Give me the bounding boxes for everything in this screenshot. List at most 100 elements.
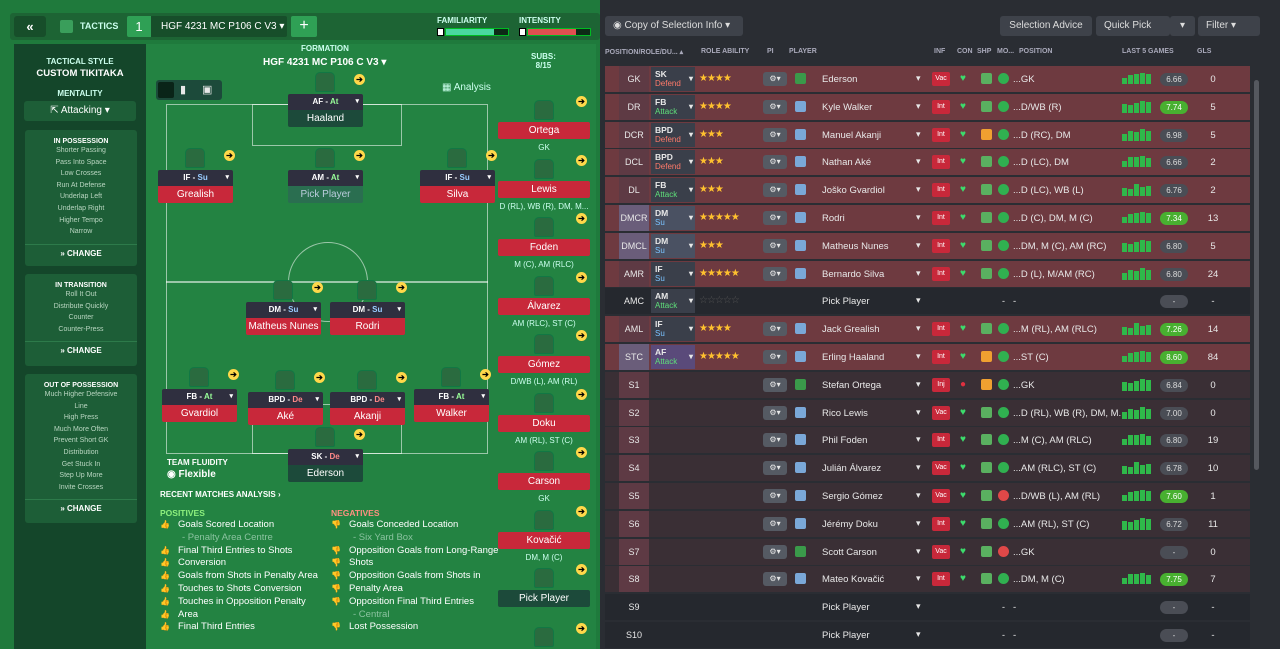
info-icon[interactable]: ▣ (202, 84, 213, 96)
player-instructions-icon[interactable]: ⚙▾ (763, 405, 787, 420)
player-name[interactable]: Phil Foden (822, 435, 868, 447)
player-name[interactable]: Mateo Kovačić (822, 574, 885, 586)
table-row[interactable]: S3 ⚙▾ Phil Foden ▾ Int ♥ ...M (C), AM (RLC) 6.8… (605, 427, 1250, 454)
in-possession-change-button[interactable]: » CHANGE (25, 243, 137, 258)
player-name[interactable]: Sergio Gómez (822, 491, 883, 502)
row-role-selector[interactable]: DM Su ▾ (651, 233, 695, 258)
sub-name[interactable]: Carson (498, 473, 590, 490)
player-instructions-icon[interactable]: ⚙▾ (763, 266, 787, 281)
role-selector[interactable]: BPD - De ▾ (248, 392, 323, 408)
role-selector[interactable]: DM - Su ▾ (246, 302, 321, 318)
player-name[interactable]: Grealish (158, 186, 233, 203)
instruction-arrow-icon[interactable]: ➔ (312, 282, 323, 293)
player-instructions-icon[interactable]: ⚙▾ (763, 322, 787, 337)
player-instructions-icon[interactable]: ⚙▾ (763, 238, 787, 253)
player-name[interactable]: Haaland (288, 110, 363, 127)
instruction-arrow-icon[interactable]: ➔ (224, 150, 235, 161)
role-selector[interactable]: AM - At ▾ (288, 170, 363, 186)
copy-selection-dropdown[interactable]: ◉ Copy of Selection Info ▾ (605, 16, 743, 36)
style-value[interactable]: CUSTOM TIKITAKA (36, 68, 124, 79)
table-row[interactable]: S2 ⚙▾ Rico Lewis ▾ Vac ♥ ...D (RL), WB (R), DM… (605, 399, 1250, 426)
row-role-selector[interactable]: FB Attack ▾ (651, 94, 695, 119)
role-selector[interactable]: BPD - De ▾ (330, 392, 405, 408)
sub-name[interactable]: Álvarez (498, 297, 590, 315)
player-name[interactable]: Erling Haaland (822, 352, 885, 363)
player-slot[interactable]: FB - At ▾ Gvardiol ➔ (162, 367, 239, 422)
player-name[interactable]: Pick Player (288, 186, 363, 203)
table-scrollbar[interactable] (1254, 80, 1259, 470)
player-instructions-icon[interactable]: ⚙▾ (763, 127, 787, 142)
familiarity-meter[interactable]: FAMILIARITY (437, 16, 509, 40)
header-position[interactable]: POSITION (1019, 48, 1053, 55)
player-slot[interactable]: FB - At ▾ Walker ➔ (414, 367, 491, 422)
table-row[interactable]: S4 ⚙▾ Julián Álvarez ▾ Vac ♥ ...AM (RLC), ST (… (605, 455, 1250, 482)
table-row[interactable]: AMC AM Attack ▾ ☆☆☆☆☆ Pick Player ▾ - - - - (605, 288, 1250, 315)
sub-name[interactable]: Gómez (498, 356, 590, 373)
instruction-arrow-icon[interactable]: ➔ (576, 96, 587, 107)
table-row[interactable]: S10 Pick Player ▾ - - - - (605, 622, 1250, 648)
player-name[interactable]: Rico Lewis (822, 407, 868, 419)
out-possession-change-button[interactable]: » CHANGE (25, 499, 137, 513)
player-instructions-icon[interactable]: ⚙▾ (763, 516, 787, 531)
sub-slot[interactable]: Carson GK ➔ (498, 447, 590, 503)
quick-pick-button[interactable]: Quick Pick (1096, 16, 1170, 36)
sub-slot[interactable]: Kovačić DM, M (C) ➔ (498, 505, 590, 562)
instruction-arrow-icon[interactable]: ➔ (314, 372, 325, 383)
selection-advice-button[interactable]: Selection Advice (1000, 16, 1092, 36)
player-slot[interactable]: AM - At ▾ Pick Player ➔ (288, 148, 365, 203)
instruction-arrow-icon[interactable]: ➔ (576, 505, 587, 517)
table-row[interactable]: S8 ⚙▾ Mateo Kovačić ▾ Int ♥ ...DM, M (C) 7.75 7 (605, 566, 1250, 593)
table-row[interactable]: DL FB Attack ▾ ★★★ ⚙▾ Joško Gvardiol ▾ Int ♥ ...D … (605, 177, 1250, 204)
player-instructions-icon[interactable]: ⚙▾ (763, 72, 787, 86)
filter-dropdown[interactable]: Filter ▾ (1198, 16, 1260, 36)
player-slot[interactable]: BPD - De ▾ Akanji ➔ (330, 370, 407, 425)
player-name[interactable]: Pick Player (822, 602, 870, 614)
player-slot[interactable]: DM - Su ▾ Rodri ➔ (330, 280, 407, 335)
player-slot[interactable]: IF - Su ▾ Silva ➔ (420, 148, 497, 203)
instruction-arrow-icon[interactable]: ➔ (576, 564, 587, 575)
sub-slot[interactable]: Gómez D/WB (L), AM (RL) ➔ (498, 330, 590, 386)
player-view-icon[interactable] (158, 82, 174, 98)
row-role-selector[interactable]: SK Defend ▾ (651, 67, 695, 91)
header-gls[interactable]: GLS (1197, 48, 1212, 55)
player-instructions-icon[interactable]: ⚙▾ (763, 572, 787, 587)
player-name[interactable]: Aké (248, 408, 323, 425)
player-instructions-icon[interactable]: ⚙▾ (763, 350, 787, 364)
player-instructions-icon[interactable]: ⚙▾ (763, 377, 787, 392)
player-name[interactable]: Walker (414, 405, 489, 422)
header-player[interactable]: PLAYER (789, 48, 817, 55)
instruction-arrow-icon[interactable]: ➔ (576, 213, 587, 224)
instruction-arrow-icon[interactable]: ➔ (576, 622, 587, 634)
tactic-slot-number[interactable]: 1 (127, 16, 151, 37)
sub-name[interactable]: Pick Player (498, 590, 590, 607)
row-role-selector[interactable]: AM Attack ▾ (651, 289, 695, 314)
role-selector[interactable]: AF - At ▾ (288, 94, 363, 110)
player-instructions-icon[interactable]: ⚙▾ (763, 489, 787, 503)
sub-name[interactable]: Ortega (498, 122, 590, 139)
player-name[interactable]: Bernardo Silva (822, 268, 885, 280)
header-inf[interactable]: INF (934, 48, 946, 55)
in-transition-change-button[interactable]: » CHANGE (25, 341, 137, 355)
player-name[interactable]: Jérémy Doku (822, 518, 878, 530)
player-name[interactable]: Rodri (330, 318, 405, 335)
instruction-arrow-icon[interactable]: ➔ (576, 447, 587, 458)
instruction-arrow-icon[interactable]: ➔ (354, 74, 365, 85)
recent-analysis-title[interactable]: RECENT MATCHES ANALYSIS › (160, 490, 281, 499)
table-row[interactable]: AMR IF Su ▾ ★★★★★ ⚙▾ Bernardo Silva ▾ Int ♥ ...D (… (605, 260, 1250, 287)
table-row[interactable]: DCR BPD Defend ▾ ★★★ ⚙▾ Manuel Akanji ▾ Int ♥ ...D… (605, 121, 1250, 148)
quick-pick-dropdown[interactable]: ▾ (1170, 16, 1195, 36)
player-instructions-icon[interactable]: ⚙▾ (763, 211, 787, 225)
player-instructions-icon[interactable]: ⚙▾ (763, 155, 787, 170)
mentality-dropdown[interactable]: ⇱ Attacking ▾ (24, 101, 136, 121)
sub-name[interactable]: Lewis (498, 180, 590, 198)
header-con[interactable]: CON (957, 48, 973, 55)
player-name[interactable]: Pick Player (822, 296, 870, 308)
player-slot[interactable]: SK - De ▾ Ederson ➔ (288, 427, 365, 482)
player-name[interactable]: Jack Grealish (822, 324, 880, 336)
instruction-arrow-icon[interactable]: ➔ (576, 388, 587, 400)
role-selector[interactable]: FB - At ▾ (162, 389, 237, 405)
player-name[interactable]: Stefan Ortega (822, 379, 882, 391)
player-name[interactable]: Joško Gvardiol (822, 185, 885, 197)
instruction-arrow-icon[interactable]: ➔ (396, 372, 407, 383)
player-name[interactable]: Matheus Nunes (246, 318, 321, 335)
